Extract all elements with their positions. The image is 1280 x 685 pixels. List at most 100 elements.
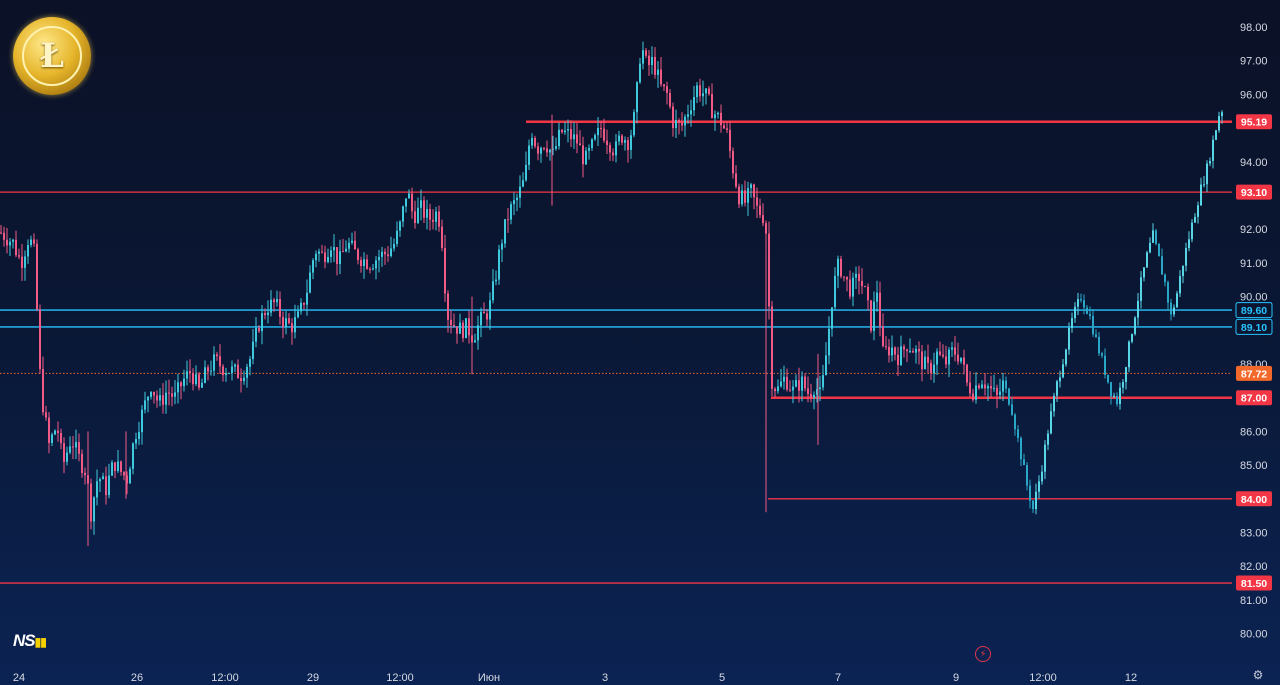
candle-body <box>174 392 176 397</box>
candle-body <box>1194 216 1196 223</box>
candle-body <box>249 359 251 367</box>
candle-body <box>1188 239 1190 249</box>
candle-body <box>495 279 497 282</box>
candle-body <box>747 188 749 203</box>
candle-body <box>600 128 602 130</box>
candle-body <box>24 256 26 268</box>
candle-body <box>990 386 992 389</box>
candle-body <box>183 378 185 387</box>
candle-body <box>909 351 911 353</box>
candle-body <box>291 323 293 333</box>
candle-body <box>147 396 149 401</box>
candle-body <box>411 193 413 212</box>
candle-body <box>237 364 239 379</box>
candle-body <box>966 364 968 383</box>
candle-body <box>864 286 866 288</box>
candle-body <box>1086 307 1088 314</box>
y-tick-label: 94.00 <box>1240 157 1268 169</box>
candle-body <box>177 382 179 393</box>
candle-body <box>735 173 737 187</box>
candle-body <box>888 346 890 356</box>
candle-body <box>861 280 863 287</box>
candle-body <box>228 373 230 375</box>
candle-body <box>1134 317 1136 335</box>
candle-body <box>504 219 506 244</box>
candle-body <box>1173 307 1175 315</box>
candle-body <box>261 313 263 332</box>
candle-body <box>744 190 746 203</box>
candle-body <box>423 200 425 218</box>
candle-body <box>549 149 551 153</box>
candle-body <box>1017 429 1019 438</box>
x-tick-label: 3 <box>602 672 608 684</box>
candle-body <box>111 462 113 476</box>
candle-body <box>633 112 635 136</box>
candle-body <box>117 461 119 471</box>
candle-body <box>816 389 818 395</box>
candle-body <box>837 258 839 276</box>
candle-body <box>591 139 593 149</box>
x-tick-label: Июн <box>478 672 500 684</box>
candle-body <box>1098 336 1100 354</box>
candle-body <box>894 347 896 355</box>
candle-body <box>969 382 971 394</box>
candle-body <box>726 128 728 130</box>
candle-body <box>390 248 392 257</box>
candle-body <box>444 248 446 294</box>
lightning-icon[interactable]: ⚡ <box>975 646 991 662</box>
candle-body <box>1113 395 1115 397</box>
candle-body <box>459 322 461 334</box>
candle-body <box>891 347 893 356</box>
candle-body <box>582 145 584 165</box>
candle-body <box>768 233 770 307</box>
candle-body <box>1059 377 1061 382</box>
candle-body <box>795 380 797 387</box>
candle-body <box>774 388 776 392</box>
gear-icon[interactable]: ⚙ <box>1252 668 1264 682</box>
candle-body <box>654 56 656 75</box>
candle-body <box>948 349 950 365</box>
candle-body <box>924 356 926 370</box>
candle-body <box>1152 230 1154 243</box>
candle-body <box>798 380 800 391</box>
candle-body <box>588 148 590 151</box>
candle-body <box>105 476 107 496</box>
candle-body <box>810 394 812 398</box>
y-tick-label: 80.00 <box>1240 629 1268 641</box>
candle-body <box>597 128 599 136</box>
candle-body <box>1032 500 1034 510</box>
candle-body <box>267 312 269 316</box>
candle-body <box>489 300 491 320</box>
candle-body <box>99 479 101 482</box>
candle-body <box>1164 274 1166 283</box>
candle-body <box>690 110 692 115</box>
candle-body <box>1062 364 1064 378</box>
candle-body <box>243 377 245 382</box>
candle-body <box>165 392 167 405</box>
candle-body <box>693 97 695 111</box>
candle-body <box>642 50 644 64</box>
candle-body <box>168 392 170 394</box>
candle-body <box>606 140 608 146</box>
candle-body <box>405 198 407 207</box>
candle-body <box>933 364 935 374</box>
candle-body <box>354 240 356 250</box>
candle-body <box>729 129 731 151</box>
candle-body <box>186 371 188 379</box>
candle-body <box>1020 437 1022 460</box>
candle-body <box>129 468 131 484</box>
candle-body <box>765 223 767 234</box>
candle-body <box>993 387 995 389</box>
candle-body <box>561 129 563 133</box>
candle-body <box>420 200 422 208</box>
candle-body <box>1131 334 1133 342</box>
candle-body <box>786 376 788 390</box>
candle-body <box>621 135 623 143</box>
candle-body <box>429 209 431 220</box>
candle-body <box>54 430 56 435</box>
candle-body <box>927 356 929 363</box>
candle-body <box>1218 116 1220 131</box>
candle-body <box>1002 380 1004 392</box>
